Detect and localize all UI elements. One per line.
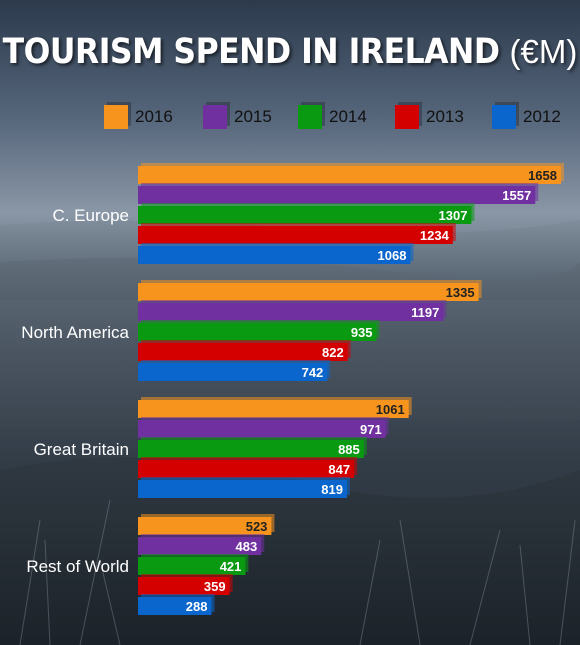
legend-item-2015: 2015	[203, 102, 272, 132]
bar-value-label: 421	[220, 559, 242, 574]
category-label: C. Europe	[52, 206, 129, 225]
bar-value-label: 359	[204, 579, 226, 594]
bar-2012	[138, 597, 212, 615]
bar-value-label: 288	[186, 599, 208, 614]
bar-2016	[138, 166, 561, 184]
bar-value-label: 483	[236, 539, 258, 554]
bar-2013	[138, 577, 230, 595]
bar-value-label: 885	[338, 442, 360, 457]
legend-label-2013: 2013	[426, 107, 464, 126]
legend-item-2016: 2016	[104, 102, 173, 132]
bar-2016	[138, 517, 272, 535]
legend-swatch-2013	[395, 105, 419, 129]
legend-swatch-2014	[298, 105, 322, 129]
bar-2014	[138, 557, 246, 575]
bar-2016	[138, 400, 409, 418]
chart-title-unit: (€M)	[509, 33, 578, 70]
bar-value-label: 1307	[439, 208, 468, 223]
bar-value-label: 1658	[528, 168, 557, 183]
bar-value-label: 822	[322, 345, 344, 360]
bar-value-label: 742	[302, 365, 324, 380]
bar-2013	[138, 226, 453, 244]
bar-2015	[138, 420, 386, 438]
legend-item-2013: 2013	[395, 102, 464, 132]
chart-title: TOURISM SPEND IN IRELAND (€M)	[0, 32, 580, 72]
bar-2013	[138, 460, 355, 478]
legend-item-2012: 2012	[492, 102, 561, 132]
legend-swatch-2016	[104, 105, 128, 129]
bar-2012	[138, 363, 328, 381]
bar-value-label: 935	[351, 325, 373, 340]
bar-2015	[138, 186, 536, 204]
bar-value-label: 971	[360, 422, 382, 437]
bar-value-label: 1234	[420, 228, 450, 243]
bar-2014	[138, 323, 377, 341]
bar-2014	[138, 440, 364, 458]
legend-swatch-2015	[203, 105, 227, 129]
legend-label-2015: 2015	[234, 107, 272, 126]
legend: 2016 2015 2014 2013 2012	[0, 102, 580, 132]
bar-value-label: 847	[328, 462, 350, 477]
bar-value-label: 1557	[502, 188, 531, 203]
bar-2016	[138, 283, 479, 301]
category-label: Great Britain	[34, 440, 129, 459]
bar-2012	[138, 480, 347, 498]
category-label: Rest of World	[26, 557, 129, 576]
bar-2014	[138, 206, 472, 224]
bar-2015	[138, 537, 262, 555]
legend-swatch-2012	[492, 105, 516, 129]
bar-2012	[138, 246, 411, 264]
legend-label-2014: 2014	[329, 107, 367, 126]
bar-value-label: 819	[321, 482, 343, 497]
bar-value-label: 523	[246, 519, 268, 534]
bar-value-label: 1061	[376, 402, 405, 417]
bar-value-label: 1068	[378, 248, 407, 263]
bar-2013	[138, 343, 348, 361]
category-label: North America	[21, 323, 129, 342]
legend-label-2012: 2012	[523, 107, 561, 126]
chart-title-text: TOURISM SPEND IN IRELAND	[2, 32, 500, 72]
bar-value-label: 1197	[411, 305, 439, 320]
bar-value-label: 1335	[446, 285, 475, 300]
legend-label-2016: 2016	[135, 107, 173, 126]
legend-item-2014: 2014	[298, 102, 367, 132]
bar-2015	[138, 303, 444, 321]
